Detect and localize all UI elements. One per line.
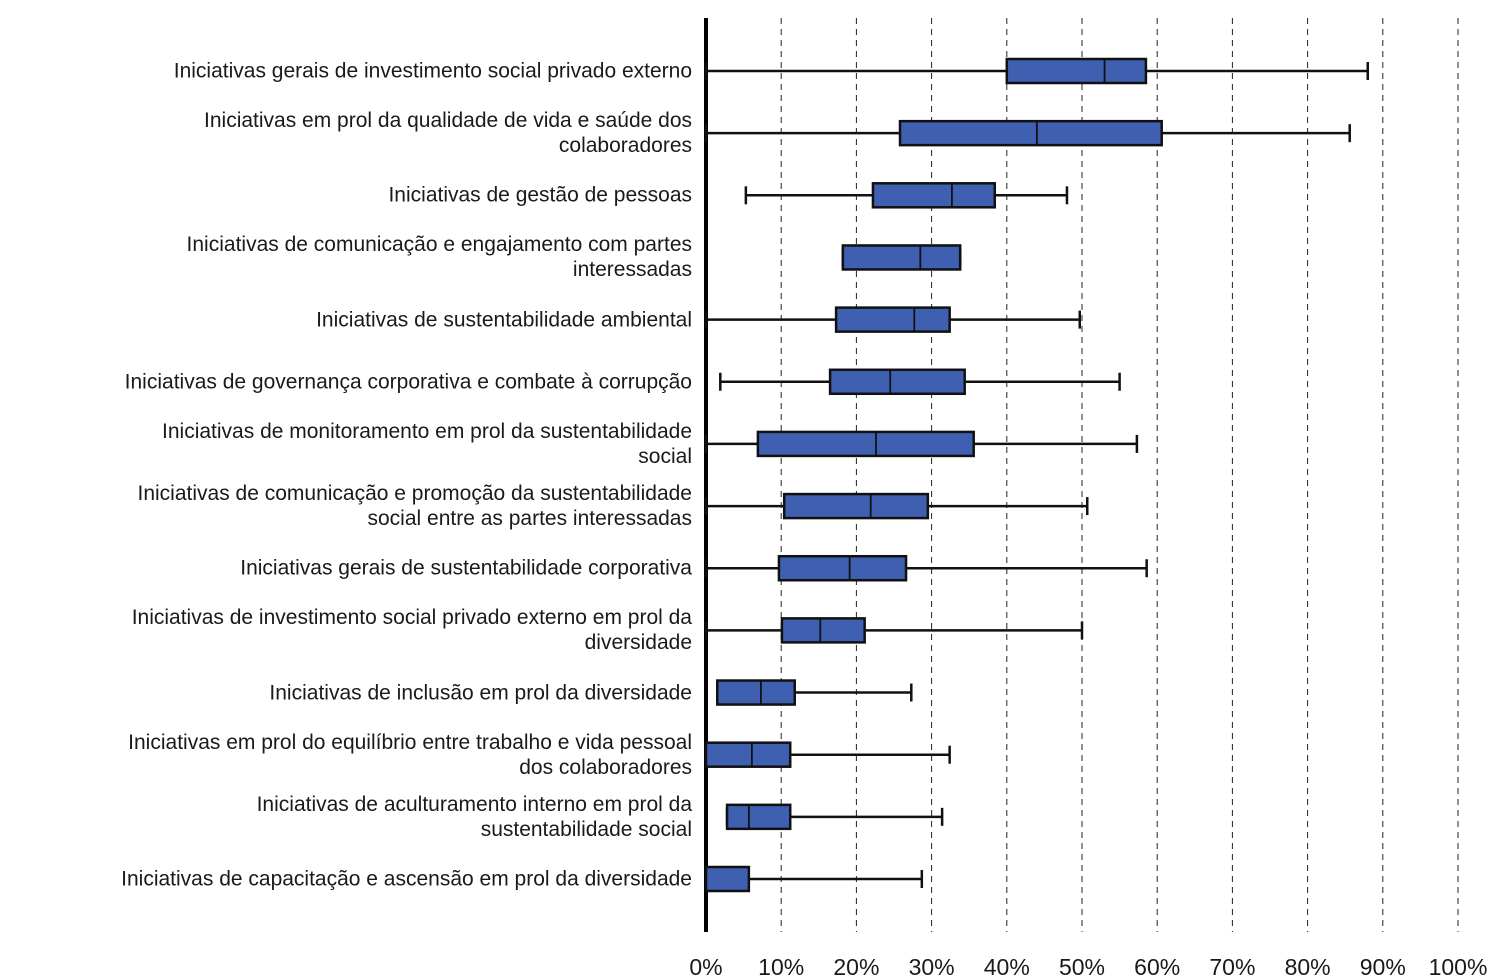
x-tick-label: 50% — [1059, 954, 1105, 978]
x-tick-label: 70% — [1209, 954, 1255, 978]
box — [782, 492, 930, 520]
box — [834, 306, 951, 333]
x-tick-label: 0% — [689, 954, 722, 978]
box — [841, 244, 962, 271]
category-label: Iniciativas em prol da qualidade de vida… — [204, 109, 692, 158]
category-label: Iniciativas gerais de investimento socia… — [173, 59, 692, 83]
category-label: Iniciativas em prol do equilíbrio entre … — [128, 730, 692, 779]
category-label: Iniciativas de monitoramento em prol da … — [162, 419, 692, 468]
x-tick-label: 30% — [909, 954, 955, 978]
box — [777, 554, 908, 582]
category-label: Iniciativas gerais de sustentabilidade c… — [240, 556, 692, 580]
box — [898, 119, 1163, 147]
category-label: Iniciativas de inclusão em prol da diver… — [269, 681, 692, 705]
box — [780, 617, 866, 644]
x-tick-label: 10% — [758, 954, 804, 978]
category-label: Iniciativas de sustentabilidade ambienta… — [316, 308, 692, 332]
category-label: Iniciativas de gestão de pessoas — [388, 183, 692, 207]
category-label: Iniciativas de governança corporativa e … — [124, 370, 692, 394]
x-tick-label: 60% — [1134, 954, 1180, 978]
category-label: Iniciativas de comunicação e promoção da… — [137, 482, 692, 531]
x-tick-label: 40% — [984, 954, 1030, 978]
box — [716, 679, 796, 706]
box — [725, 803, 792, 831]
x-tick-label: 90% — [1360, 954, 1406, 978]
category-label: Iniciativas de aculturamento interno em … — [256, 792, 692, 841]
box — [704, 741, 792, 768]
x-tick-label: 20% — [833, 954, 879, 978]
box — [1005, 57, 1148, 85]
box — [828, 368, 966, 396]
category-label: Iniciativas de capacitação e ascensão em… — [121, 867, 692, 891]
box — [704, 865, 751, 893]
category-label: Iniciativas de comunicação e engajamento… — [186, 233, 692, 282]
category-label: Iniciativas de investimento social priva… — [131, 606, 692, 655]
box — [871, 182, 997, 209]
x-tick-label: 100% — [1429, 954, 1488, 978]
x-tick-label: 80% — [1285, 954, 1331, 978]
box — [756, 430, 975, 458]
